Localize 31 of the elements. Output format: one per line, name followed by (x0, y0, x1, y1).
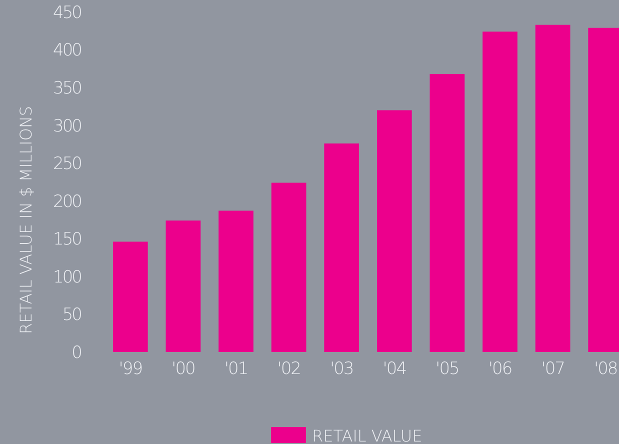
x-tick-label: '99 (118, 358, 142, 379)
x-tick-label: '00 (172, 358, 196, 379)
y-tick-label: 0 (72, 342, 82, 363)
bar (430, 74, 465, 352)
bar (218, 210, 254, 352)
bar (324, 143, 360, 352)
x-tick-label: '02 (277, 358, 301, 379)
y-tick-label: 50 (62, 305, 82, 326)
y-tick-label: 250 (53, 154, 82, 174)
y-tick-label: 200 (53, 192, 82, 212)
bar (166, 220, 201, 352)
bar (482, 32, 518, 352)
legend-label: RETAIL VALUE (312, 426, 422, 444)
x-tick-label: '08 (594, 358, 618, 379)
bar (376, 110, 412, 352)
y-tick-label: 100 (53, 267, 82, 288)
bar (112, 242, 148, 352)
y-axis-title: RETAIL VALUE IN $ MILLIONS (16, 106, 36, 334)
x-tick-label: '05 (436, 358, 459, 379)
x-tick-label: '01 (224, 358, 248, 379)
y-tick-label: 150 (53, 230, 82, 250)
y-tick-label: 400 (53, 40, 82, 61)
x-tick-label: '03 (330, 358, 354, 379)
y-tick-label: 300 (53, 116, 82, 136)
y-tick-label: 350 (53, 78, 82, 99)
y-tick-label: 450 (53, 2, 82, 23)
bar (271, 182, 306, 352)
x-tick-label: '04 (382, 358, 406, 379)
x-tick-label: '06 (488, 358, 512, 379)
x-tick-label: '07 (541, 358, 564, 379)
bar (535, 24, 570, 352)
